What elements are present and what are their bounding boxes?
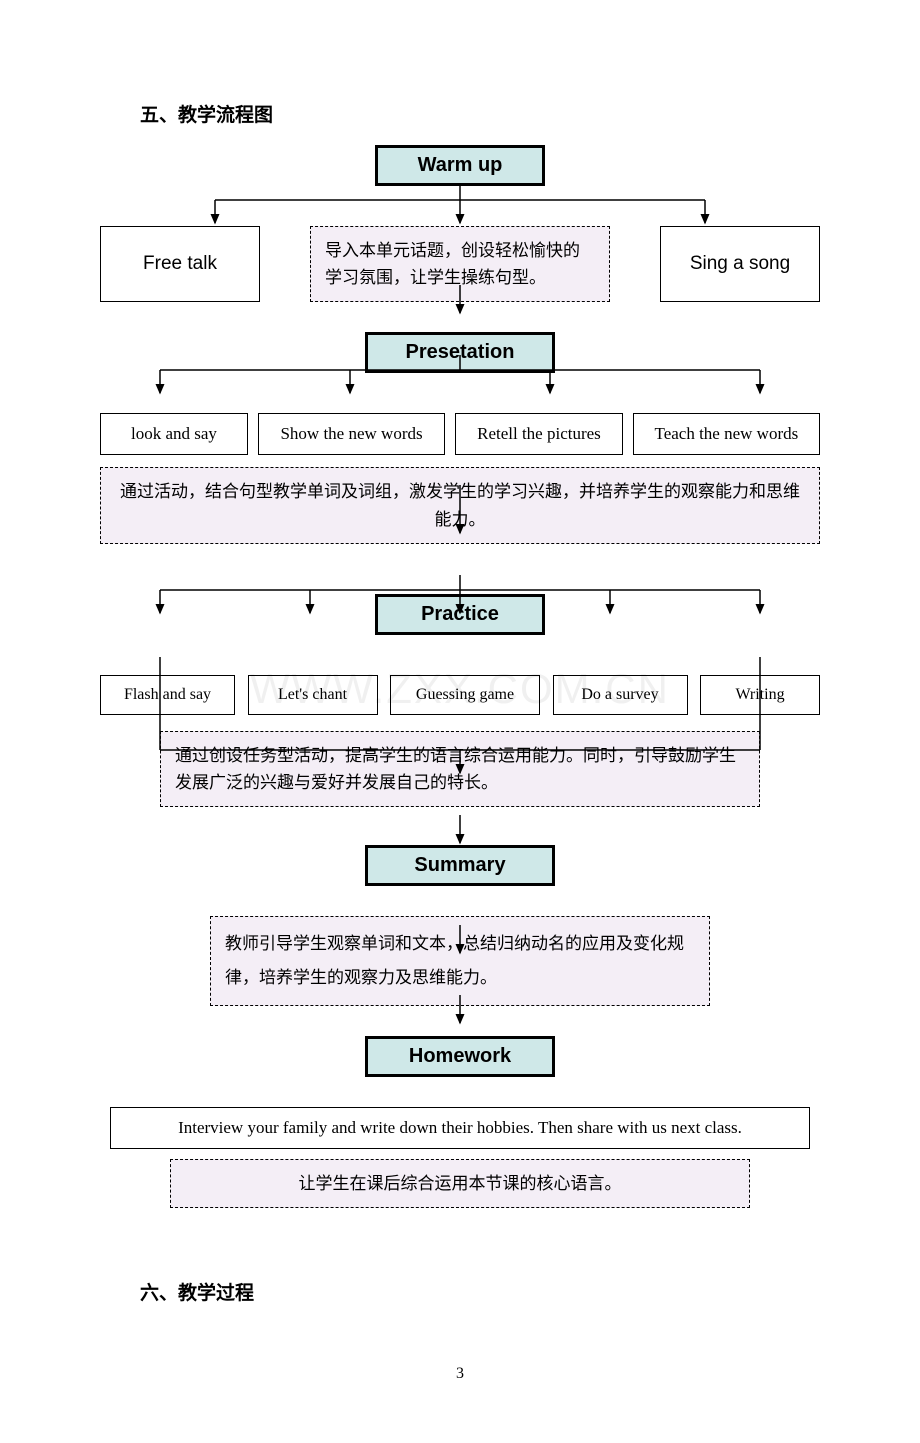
box-writing: Writing [700, 675, 820, 715]
note-homework: 让学生在课后综合运用本节课的核心语言。 [170, 1159, 750, 1208]
box-look-say: look and say [100, 413, 248, 455]
box-retell: Retell the pictures [455, 413, 623, 455]
stage-practice: Practice [375, 594, 545, 635]
flowchart: WWW.ZXX.COM.CN [100, 145, 820, 1208]
box-free-talk: Free talk [100, 226, 260, 302]
section-heading-2: 六、教学过程 [140, 1278, 820, 1305]
note-summary: 教师引导学生观察单词和文本，总结归纳动名的应用及变化规律，培养学生的观察力及思维… [210, 916, 710, 1006]
stage-warmup: Warm up [375, 145, 545, 186]
stage-homework: Homework [365, 1036, 555, 1077]
box-show-words: Show the new words [258, 413, 445, 455]
box-sing-song: Sing a song [660, 226, 820, 302]
section-heading: 五、教学流程图 [140, 100, 820, 127]
note-practice: 通过创设任务型活动，提高学生的语言综合运用能力。同时，引导鼓励学生发展广泛的兴趣… [160, 731, 760, 807]
note-presentation: 通过活动，结合句型教学单词及词组，激发学生的学习兴趣，并培养学生的观察能力和思维… [100, 467, 820, 543]
box-lets-chant: Let's chant [248, 675, 378, 715]
page-number: 3 [100, 1365, 820, 1383]
stage-summary: Summary [365, 845, 555, 886]
box-guessing: Guessing game [390, 675, 540, 715]
box-flash-say: Flash and say [100, 675, 235, 715]
box-teach-words: Teach the new words [633, 413, 820, 455]
stage-presentation: Presetation [365, 332, 555, 373]
box-homework-task: Interview your family and write down the… [110, 1107, 810, 1149]
box-survey: Do a survey [553, 675, 688, 715]
note-warmup: 导入本单元话题，创设轻松愉快的学习氛围，让学生操练句型。 [310, 226, 610, 302]
